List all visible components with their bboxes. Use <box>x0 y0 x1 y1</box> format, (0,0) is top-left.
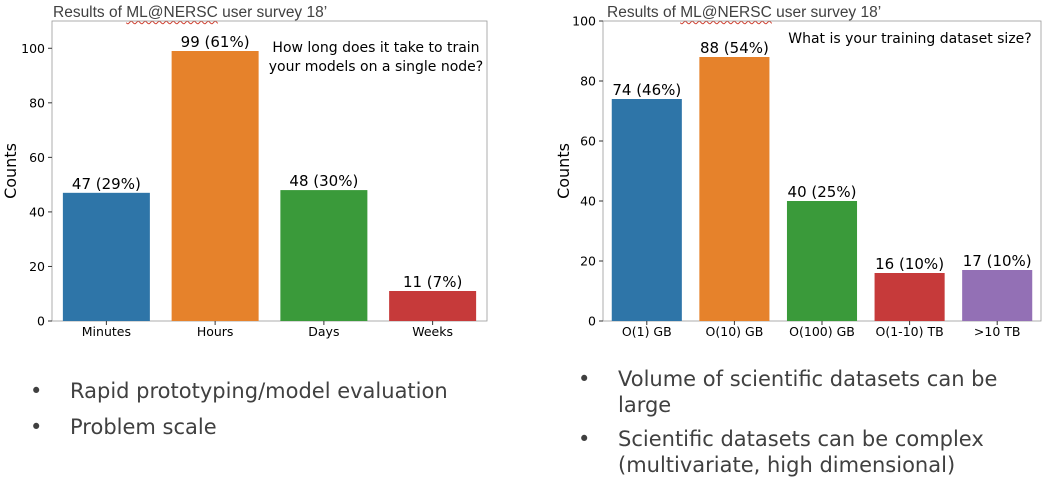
data-label: 40 (25%) <box>788 183 857 201</box>
x-tick-label: Hours <box>197 324 234 339</box>
x-tick-label: Minutes <box>82 324 131 339</box>
bullet-item: Volume of scientific datasets can be lar… <box>578 366 1048 418</box>
bar-o-10-gb <box>699 57 770 321</box>
x-tick-label: O(10) GB <box>706 324 764 339</box>
right-survey-title: Results of ML@NERSC user survey 18’ <box>607 4 882 21</box>
y-tick-label: 60 <box>29 150 45 165</box>
y-tick-label: 40 <box>580 194 596 209</box>
x-tick-label: >10 TB <box>974 324 1021 339</box>
bar-minutes <box>62 192 150 321</box>
data-label: 11 (7%) <box>403 273 462 291</box>
chart-question-title: How long does it take to train <box>272 40 479 56</box>
x-tick-label: Weeks <box>412 324 453 339</box>
bullet-item: Problem scale <box>30 414 510 440</box>
chart-question-title: your models on a single node? <box>269 59 483 75</box>
chart-question-title: What is your training dataset size? <box>788 31 1031 47</box>
bar-hours <box>171 51 259 321</box>
bar-o-100-gb <box>786 201 858 321</box>
y-axis-label: Counts <box>1 143 20 199</box>
bar-o-1-gb <box>611 99 682 321</box>
bar-o-1-10-tb <box>874 273 945 321</box>
bar-weeks <box>389 291 477 321</box>
y-tick-label: 20 <box>580 254 596 269</box>
bar-days <box>280 190 368 321</box>
x-tick-label: O(1) GB <box>622 324 672 339</box>
bar--10-tb <box>962 270 1033 321</box>
y-tick-label: 80 <box>29 95 45 110</box>
y-tick-label: 40 <box>29 204 45 219</box>
x-tick-label: O(100) GB <box>789 324 855 339</box>
y-tick-label: 100 <box>572 14 596 29</box>
data-label: 17 (10%) <box>963 252 1032 270</box>
left-survey-title: Results of ML@NERSC user survey 18’ <box>53 4 328 21</box>
left-bullet-list: Rapid prototyping/model evaluation Probl… <box>30 378 510 450</box>
right-bullet-list: Volume of scientific datasets can be lar… <box>578 366 1048 486</box>
data-label: 16 (10%) <box>875 255 944 273</box>
bullet-item: Rapid prototyping/model evaluation <box>30 378 510 404</box>
y-tick-label: 60 <box>580 134 596 149</box>
x-tick-label: O(1-10) TB <box>876 324 944 339</box>
left-survey-panel: Results of ML@NERSC user survey 18’ 0 20 4… <box>0 0 520 491</box>
data-label: 47 (29%) <box>72 175 141 193</box>
y-axis-label: Counts <box>554 143 573 199</box>
data-label: 99 (61%) <box>181 33 250 51</box>
y-tick-label: 80 <box>580 74 596 89</box>
data-label: 48 (30%) <box>289 172 358 190</box>
bullet-item: Scientific datasets can be complex (mult… <box>578 426 1048 478</box>
y-tick-label: 0 <box>588 314 596 329</box>
y-tick-label: 0 <box>37 314 45 329</box>
x-tick-label: Days <box>308 324 339 339</box>
plot-frame <box>51 20 488 322</box>
y-tick-label: 100 <box>21 41 45 56</box>
dataset-size-bar-chart: 0 20 40 60 80 100 Counts 74 (46%) O(1) GB 88 (54%… <box>554 14 1042 339</box>
y-tick-label: 20 <box>29 259 45 274</box>
training-time-bar-chart: 0 20 40 60 80 100 Counts 47 (29%) Minutes 99 (61%… <box>1 20 488 339</box>
right-survey-panel: Results of ML@NERSC user survey 18’ 0 20 4… <box>545 0 1056 491</box>
data-label: 74 (46%) <box>612 81 681 99</box>
data-label: 88 (54%) <box>700 39 769 57</box>
